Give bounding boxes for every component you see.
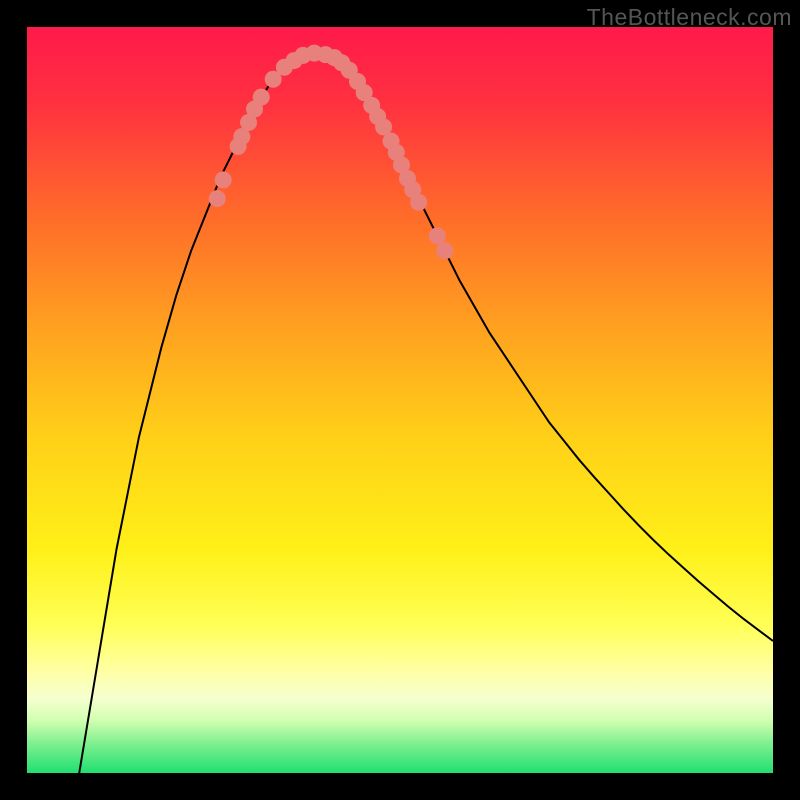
- chart-svg: [27, 27, 773, 773]
- plot-area: [27, 27, 773, 773]
- data-marker: [410, 194, 427, 211]
- data-marker: [253, 89, 270, 106]
- data-marker: [215, 171, 232, 188]
- gradient-background: [27, 27, 773, 773]
- watermark-text: TheBottleneck.com: [587, 4, 792, 31]
- chart-container: TheBottleneck.com: [0, 0, 800, 800]
- data-marker: [436, 242, 453, 259]
- data-marker: [209, 190, 226, 207]
- data-marker: [429, 227, 446, 244]
